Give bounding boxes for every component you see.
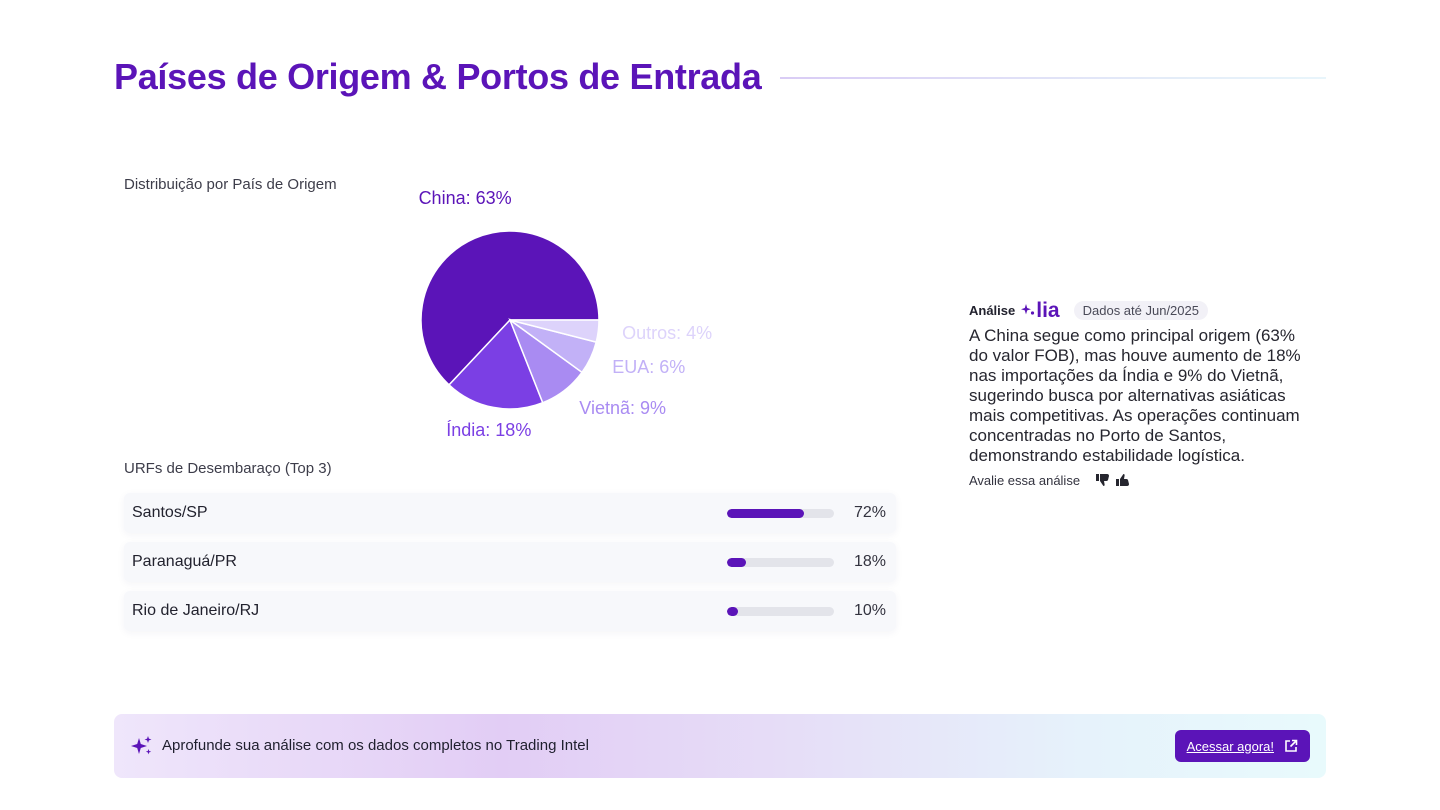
pie-slice-índia xyxy=(448,318,544,410)
pie-label-índia: Índia: 18% xyxy=(446,420,531,440)
sparkle-icon xyxy=(1021,304,1035,315)
urf-progress-fill xyxy=(727,509,805,518)
thumbs-down-icon[interactable] xyxy=(1095,472,1111,488)
banner-text: Aprofunde sua análise com os dados compl… xyxy=(162,737,589,754)
urf-section-title: URFs de Desembaraço (Top 3) xyxy=(124,460,332,477)
urf-percent: 72% xyxy=(853,504,886,521)
page-title: Países de Origem & Portos de Entrada xyxy=(114,56,762,97)
external-link-icon xyxy=(1285,739,1298,752)
urf-name: Paranaguá/PR xyxy=(132,553,237,570)
title-divider xyxy=(780,77,1326,79)
urf-name: Rio de Janeiro/RJ xyxy=(132,602,260,619)
pie-label-outros: Outros: 4% xyxy=(622,323,712,343)
rate-buttons xyxy=(1095,472,1131,488)
urf-percent: 10% xyxy=(853,602,886,619)
thumbs-up-icon[interactable] xyxy=(1115,472,1131,488)
lia-logo: lia xyxy=(1021,298,1060,322)
pie-slice-china xyxy=(420,230,600,386)
sparkles-icon xyxy=(131,736,152,755)
data-date-badge: Dados até Jun/2025 xyxy=(1073,300,1208,320)
urf-progress-track xyxy=(727,607,834,616)
pie-label-china: China: 63% xyxy=(419,188,512,208)
analysis-text: A China segue como principal origem (63%… xyxy=(969,326,1301,465)
urf-row: Santos/SP 72% xyxy=(124,493,896,533)
urf-progress-fill xyxy=(727,607,738,616)
pie-chart-title: Distribuição por País de Origem xyxy=(124,176,337,193)
access-now-button[interactable]: Acessar agora! xyxy=(1174,730,1310,762)
origin-pie-chart: China: 63% Índia: 18% Vietnã: 9% EUA: 6% Out… xyxy=(419,188,713,440)
access-now-label: Acessar agora! xyxy=(1186,738,1274,754)
urf-list: Santos/SP 72% Paranaguá/PR 18% Rio de Ja… xyxy=(124,493,896,640)
analysis-header: Análise lia Dados até Jun/2025 xyxy=(969,299,1314,321)
trading-intel-banner: Aprofunde sua análise com os dados compl… xyxy=(114,714,1326,778)
pie-label-eua: EUA: 6% xyxy=(612,357,685,377)
pie-label-vietnã: Vietnã: 9% xyxy=(579,398,666,418)
rate-analysis: Avalie essa análise xyxy=(969,472,1314,488)
urf-row: Paranaguá/PR 18% xyxy=(124,542,896,582)
urf-progress-track xyxy=(727,558,834,567)
urf-progress-fill xyxy=(727,558,747,567)
urf-percent: 18% xyxy=(853,553,886,570)
analysis-tag: Análise xyxy=(969,302,1016,318)
rate-label: Avalie essa análise xyxy=(969,472,1081,488)
urf-row: Rio de Janeiro/RJ 10% xyxy=(124,591,896,631)
urf-progress-track xyxy=(727,509,834,518)
urf-name: Santos/SP xyxy=(132,504,208,521)
analysis-panel: Análise lia Dados até Jun/2025 A China s… xyxy=(969,299,1314,488)
brand-name: lia xyxy=(1036,298,1060,322)
pie-slice-outros xyxy=(509,319,600,344)
